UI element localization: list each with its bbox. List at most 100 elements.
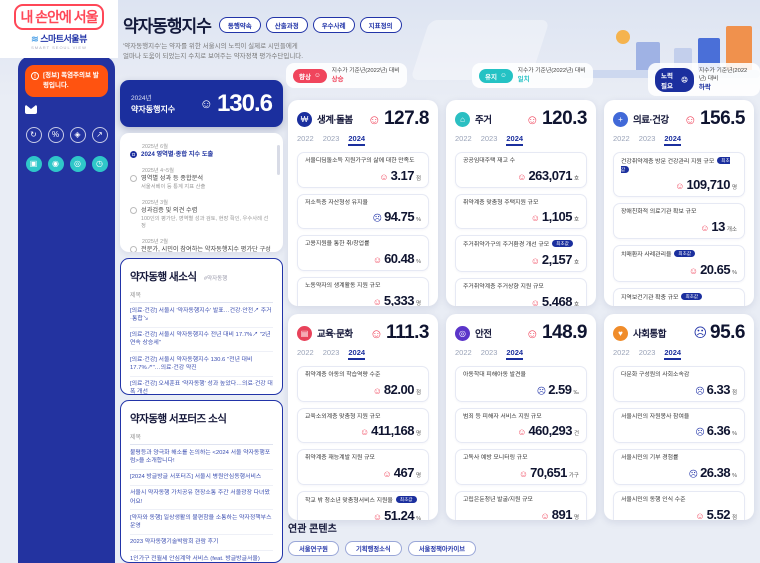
header-pill-button[interactable]: 동행약속 (218, 16, 261, 33)
sidebar-item[interactable]: 한눈에보는 서울 1 (25, 105, 37, 114)
bus-icon[interactable] (25, 155, 42, 172)
diamond-icon[interactable] (69, 126, 86, 143)
seoul-logo[interactable]: 내 손안에 서울 (14, 4, 104, 30)
year-tab[interactable]: 2022 (297, 348, 314, 357)
year-tab[interactable]: 2024 (348, 348, 366, 360)
year-tab[interactable]: 2024 (664, 134, 682, 146)
weather-alert-banner[interactable]: ! [정보] 폭염주의보 발령입니다. (25, 65, 108, 97)
news-link[interactable]: [의료·건강] 오세훈표 '약자동행' 성과 높았다…의료·건강 대폭 개선 (130, 377, 273, 394)
timeline-item[interactable]: 2025년 2월 전문가, 시민이 참여하는 약자동행지수 평가단 구성 (130, 237, 273, 252)
news-link[interactable]: [의료·건강] 서울시 약자동행지수 전년 대비 17.7%↗ "2년 연속 상… (130, 328, 273, 353)
mood-face-icon (517, 172, 526, 182)
header-pill-button[interactable]: 산출과정 (265, 16, 308, 33)
year-tab[interactable]: 2024 (506, 348, 524, 360)
related-link-button[interactable]: 서울정책아카이브 (407, 541, 477, 556)
supporters-link[interactable]: 불평등과 양극화 해소를 논의하는 <2024 서울 약자동행포럼>을 소개합니… (130, 445, 273, 470)
header-pill-button[interactable]: 우수사례 (312, 16, 355, 33)
indicator-row[interactable]: 노동약자의 생계활동 지원 규모 5,333 명 (297, 277, 429, 306)
year-tab[interactable]: 2023 (322, 348, 340, 357)
first-value-badge: 최초값 (552, 240, 573, 248)
scrollbar[interactable] (277, 145, 280, 175)
timeline-item[interactable]: 2025년 3월 성과검증 및 의견 수렴 100인의 평가단, 영역별 성과 … (130, 198, 273, 230)
percent-icon[interactable] (47, 126, 64, 143)
indicator-value: 5,333 (383, 292, 415, 306)
category-card: 주거 120.3 2022 2023 2024 공공임대 (446, 100, 596, 306)
year-tab[interactable]: 2022 (613, 134, 630, 143)
supporters-link[interactable]: [약자와 동행] 일상생활의 불편함을 소통하는 약자정책부스 운영 (130, 510, 273, 535)
year-tab[interactable]: 2023 (322, 134, 340, 143)
index-name: 약자동행지수 (131, 105, 176, 114)
indicator-label: 학교 밖 청소년 맞춤형서비스 지원율 최초값 (305, 496, 421, 506)
year-tab[interactable]: 2024 (348, 134, 366, 146)
supporters-link[interactable]: [2024 방글방글 서포터즈] 서울시 병원안심동행서비스 (130, 470, 273, 486)
header-pill-button[interactable]: 지표정의 (359, 16, 402, 33)
pin-icon[interactable] (69, 155, 86, 172)
news-link[interactable]: [의료·건강] 서울시 '약자동행지수' 발표…건강·안전↗ 주거·통합↘ (130, 303, 273, 328)
indicator-row[interactable]: 교육소외계층 맞춤형 지원 규모 411,168 명 (297, 407, 429, 444)
supporters-link[interactable]: 1인가구 전월세 안심계약 서비스 (feat. 방글방글서울) (130, 551, 273, 562)
indicator-row[interactable]: 서울디딤돌소득 지원가구의 삶에 대한 만족도 3.17 점 (297, 152, 429, 188)
year-tab[interactable]: 2022 (297, 134, 314, 143)
indicator-row[interactable]: 취약계층 맞춤형 주택지원 규모 1,105 호 (455, 193, 587, 230)
legend-status: 일치 (517, 76, 530, 84)
indicator-row[interactable]: 장애친화적 의료기관 확보 규모 13 개소 (613, 203, 745, 240)
indicator-value: 2,157 (541, 252, 573, 268)
indicator-row[interactable]: 아동학대 피해아동 발견율 2.59 ‰ (455, 366, 587, 402)
related-link-button[interactable]: 기획행정소식 (344, 541, 402, 556)
smart-seoul-view-logo[interactable]: ≋ 스마트서울뷰 (31, 34, 87, 44)
indicator-row[interactable]: 저소득층 자산형성 유지율 94.75 % (297, 193, 429, 230)
indicator-row[interactable]: 고용지원을 통한 취/창업률 60.48 % (297, 235, 429, 272)
related-link-button[interactable]: 서울연구원 (288, 541, 339, 556)
news-title: 약자동행 새소식 (130, 271, 197, 283)
mood-face-icon (695, 386, 704, 397)
indicator-row[interactable]: 고립은둔청년 발굴/지원 규모 891 명 (455, 491, 587, 520)
indicator-row[interactable]: 공공임대주택 재고 수 263,071 호 (455, 152, 587, 188)
year-tabs: 2022 2023 2024 (613, 348, 745, 360)
supporters-link[interactable]: 서울시 약자동행 가치공유 현장소통 주간 서울광장 다녀왔어요! (130, 486, 273, 511)
indicator-row[interactable]: 서울시민의 동행 인식 수준 5.52 점 (613, 491, 745, 520)
year-tab[interactable]: 2022 (613, 348, 630, 357)
mood-face-icon (373, 213, 382, 224)
year-tab[interactable]: 2024 (664, 348, 682, 360)
mood-face-icon (531, 256, 540, 266)
timeline-item[interactable]: 2025년 6월 2024 영역별·종합 지수 도출 (130, 142, 273, 159)
indicator-row[interactable]: 취약계층 재능계발 지원 규모 467 명 (297, 449, 429, 486)
indicator-row[interactable]: 주거취약계층 주거상향 지원 규모 5,468 호 (455, 278, 587, 306)
indicator-row[interactable]: 고독사 예방 모니터링 규모 70,651 가구 (455, 449, 587, 486)
refresh-icon[interactable] (25, 126, 42, 143)
indicator-value: 51.24 (384, 507, 415, 520)
mood-face-icon (675, 181, 684, 191)
indicator-row[interactable]: 서울시민의 자원봉사 참여율 6.36 % (613, 407, 745, 444)
indicator-row[interactable]: 다문화 구성원의 사회소속감 6.33 점 (613, 366, 745, 402)
year-tab[interactable]: 2022 (455, 134, 472, 143)
year-tab[interactable]: 2022 (455, 348, 472, 357)
supporters-card: 약자동행 서포터즈 소식 제목 불평등과 양극화 해소를 논의하는 <2024 … (120, 400, 283, 563)
indicator-row[interactable]: 서울시민의 기부 경험률 26.38 % (613, 449, 745, 486)
timeline-item[interactable]: 2025년 4~5월 영역별 성과 등 종합분석 서울서베이 등 통계 지표 산… (130, 166, 273, 191)
year-tab[interactable]: 2023 (638, 348, 656, 357)
year-tab[interactable]: 2024 (506, 134, 524, 146)
indicator-row[interactable]: 범죄 등 피해자 서비스 지원 규모 460,293 건 (455, 407, 587, 444)
supporters-link[interactable]: 2023 약자동행기술박람회 관람 후기 (130, 535, 273, 552)
indicator-value: 109,710 (686, 177, 730, 193)
share-icon[interactable] (91, 126, 108, 143)
drop-icon[interactable] (47, 155, 64, 172)
year-tab[interactable]: 2023 (480, 134, 498, 143)
main-header: 약자동행지수 동행약속 산출과정 우수사례 지표정의 '약자동행지수'는 약자를… (123, 12, 402, 63)
indicator-value: 20.65 (700, 261, 731, 277)
mood-face-icon (689, 469, 698, 480)
mood-face-icon (537, 386, 546, 397)
news-link[interactable]: [의료·건강] 서울시 약자동행지수 130.6 "전년 대비 17.7%↗"…… (130, 352, 273, 377)
indicator-row[interactable]: 취약계층 아동의 학습역량 수준 82.00 점 (297, 366, 429, 402)
year-tab[interactable]: 2023 (638, 134, 656, 143)
year-tab[interactable]: 2023 (480, 348, 498, 357)
clock-icon[interactable] (91, 155, 108, 172)
indicator-label: 취약계층 아동의 학습역량 수준 (305, 372, 381, 378)
indicator-unit: 명 (415, 431, 421, 438)
total-index-card[interactable]: 2024년 약자동행지수 ☺ 130.6 (120, 80, 283, 127)
